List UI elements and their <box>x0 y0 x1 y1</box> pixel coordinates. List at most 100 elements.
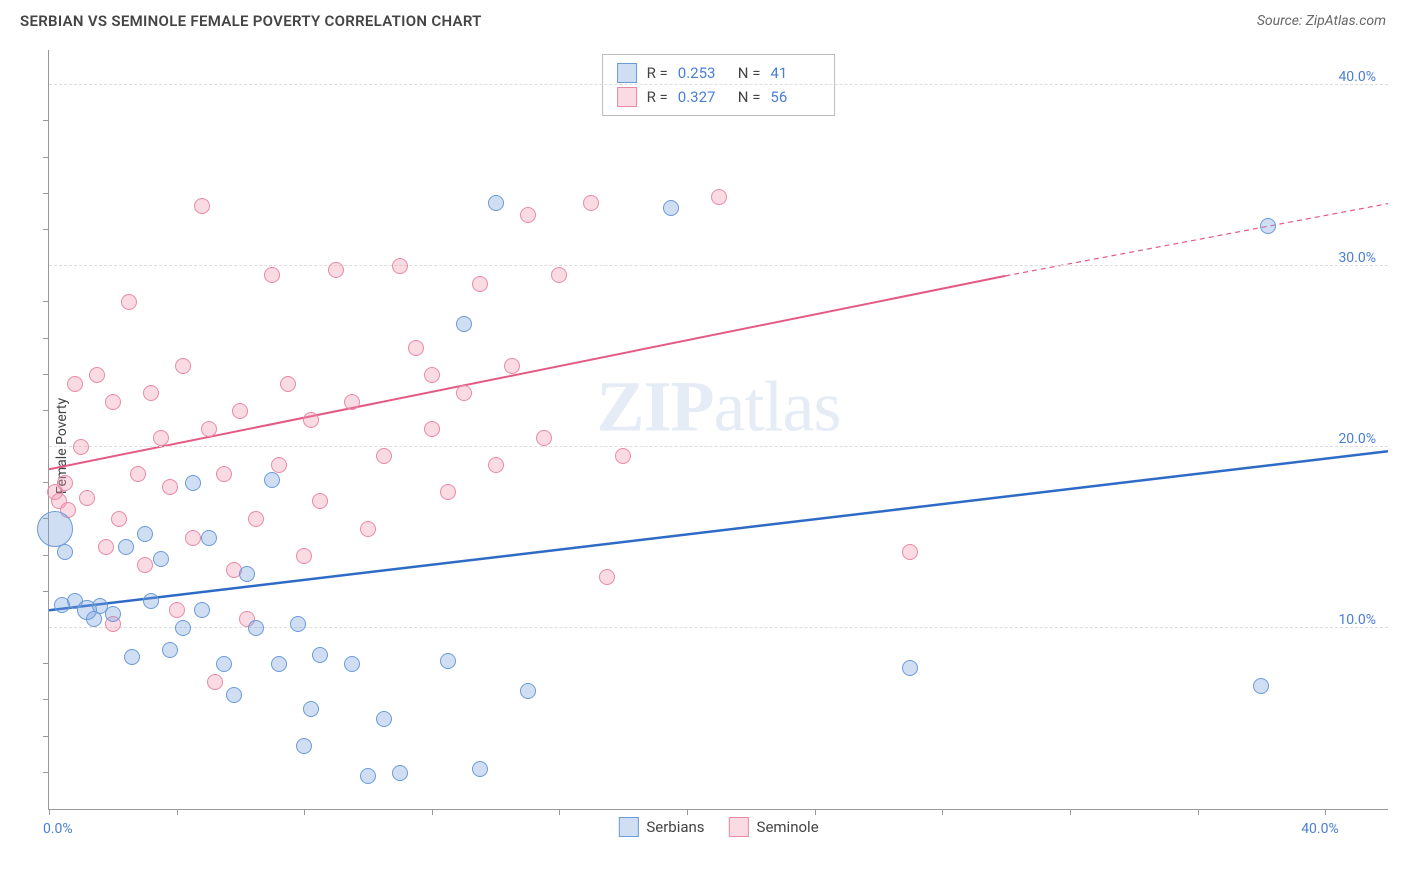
y-tick-label: 10.0% <box>1338 612 1376 628</box>
r-value-serbians: 0.253 <box>678 61 728 85</box>
y-tick-mark <box>43 663 49 664</box>
legend-label-serbians: Serbians <box>646 818 704 836</box>
x-tick-mark <box>1070 809 1071 815</box>
legend-row-seminole: R = 0.327 N = 56 <box>617 85 821 109</box>
y-tick-mark <box>43 591 49 592</box>
trend-lines <box>49 50 1388 809</box>
data-point-seminole <box>130 466 146 482</box>
x-tick-mark <box>177 809 178 815</box>
data-point-seminole <box>89 367 105 383</box>
y-tick-label: 20.0% <box>1338 431 1376 447</box>
y-tick-mark <box>43 374 49 375</box>
data-point-serbians <box>1260 218 1276 234</box>
r-value-seminole: 0.327 <box>678 85 728 109</box>
x-tick-mark <box>559 809 560 815</box>
gridline <box>49 446 1388 447</box>
y-tick-mark <box>43 482 49 483</box>
data-point-seminole <box>185 530 201 546</box>
x-tick-mark <box>1325 809 1326 815</box>
data-point-serbians <box>239 566 255 582</box>
y-tick-mark <box>43 736 49 737</box>
data-point-seminole <box>137 557 153 573</box>
data-point-seminole <box>392 258 408 274</box>
data-point-seminole <box>583 195 599 211</box>
data-point-seminole <box>408 340 424 356</box>
scatter-chart: ZIPatlas R = 0.253 N = 41 R = 0.327 N = … <box>48 50 1388 810</box>
data-point-serbians <box>303 701 319 717</box>
data-point-seminole <box>615 448 631 464</box>
data-point-serbians <box>296 738 312 754</box>
x-tick-mark <box>1198 809 1199 815</box>
data-point-serbians <box>440 653 456 669</box>
data-point-seminole <box>143 385 159 401</box>
data-point-seminole <box>551 267 567 283</box>
data-point-seminole <box>169 602 185 618</box>
swatch-serbians <box>618 817 638 837</box>
data-point-serbians <box>118 539 134 555</box>
y-tick-label: 30.0% <box>1338 250 1376 266</box>
x-tick-label: 40.0% <box>1301 821 1339 837</box>
x-tick-mark <box>942 809 943 815</box>
y-tick-mark <box>43 555 49 556</box>
data-point-serbians <box>153 551 169 567</box>
data-point-serbians <box>194 602 210 618</box>
data-point-serbians <box>1253 678 1269 694</box>
data-point-seminole <box>162 479 178 495</box>
data-point-serbians <box>124 649 140 665</box>
y-tick-label: 40.0% <box>1338 69 1376 85</box>
data-point-seminole <box>312 493 328 509</box>
legend-label-seminole: Seminole <box>757 818 819 836</box>
data-point-seminole <box>902 544 918 560</box>
trend-line-serbians <box>49 451 1388 610</box>
data-point-serbians <box>472 761 488 777</box>
data-point-seminole <box>201 421 217 437</box>
data-point-serbians <box>57 544 73 560</box>
data-point-serbians <box>392 765 408 781</box>
data-point-serbians <box>185 475 201 491</box>
data-point-serbians <box>175 620 191 636</box>
data-point-seminole <box>472 276 488 292</box>
data-point-serbians <box>37 511 73 547</box>
data-point-serbians <box>520 683 536 699</box>
data-point-seminole <box>520 207 536 223</box>
data-point-serbians <box>360 768 376 784</box>
n-value-serbians: 41 <box>770 61 820 85</box>
trend-line-seminole <box>49 276 1005 469</box>
data-point-serbians <box>216 656 232 672</box>
data-point-seminole <box>98 539 114 555</box>
data-point-seminole <box>111 511 127 527</box>
data-point-seminole <box>121 294 137 310</box>
data-point-seminole <box>303 412 319 428</box>
data-point-seminole <box>248 511 264 527</box>
y-tick-mark <box>43 301 49 302</box>
swatch-serbians <box>617 63 637 83</box>
legend-item-serbians: Serbians <box>618 817 704 837</box>
data-point-seminole <box>105 394 121 410</box>
data-point-seminole <box>536 430 552 446</box>
x-tick-mark <box>49 809 50 815</box>
data-point-seminole <box>424 421 440 437</box>
data-point-seminole <box>264 267 280 283</box>
n-label: N = <box>738 85 761 109</box>
n-label: N = <box>738 61 761 85</box>
source-name: ZipAtlas.com <box>1306 13 1386 29</box>
data-point-serbians <box>290 616 306 632</box>
x-tick-mark <box>304 809 305 815</box>
y-tick-mark <box>43 410 49 411</box>
watermark-zip: ZIP <box>597 366 714 446</box>
data-point-seminole <box>216 466 232 482</box>
legend-row-serbians: R = 0.253 N = 41 <box>617 61 821 85</box>
data-point-serbians <box>248 620 264 636</box>
y-tick-mark <box>43 193 49 194</box>
source-attribution: Source: ZipAtlas.com <box>1257 13 1386 29</box>
chart-header: SERBIAN VS SEMINOLE FEMALE POVERTY CORRE… <box>0 0 1406 38</box>
gridline <box>49 265 1388 266</box>
data-point-seminole <box>711 189 727 205</box>
data-point-seminole <box>456 385 472 401</box>
data-point-seminole <box>376 448 392 464</box>
n-value-seminole: 56 <box>770 85 820 109</box>
x-tick-label: 0.0% <box>43 821 73 837</box>
y-tick-mark <box>43 229 49 230</box>
data-point-seminole <box>175 358 191 374</box>
chart-title: SERBIAN VS SEMINOLE FEMALE POVERTY CORRE… <box>20 12 482 30</box>
